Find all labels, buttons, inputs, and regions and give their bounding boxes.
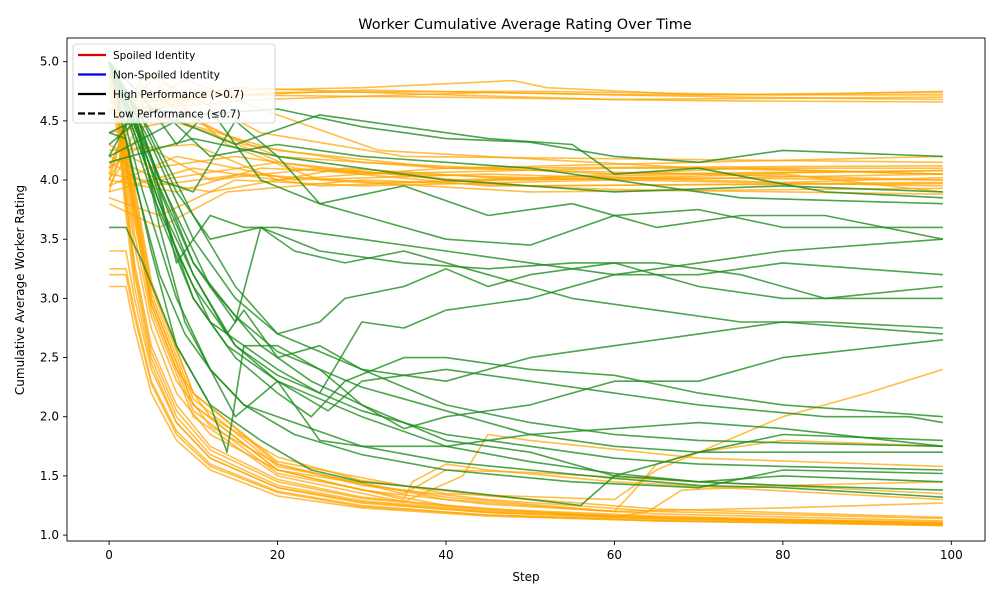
x-tick-label: 80: [775, 548, 790, 562]
x-axis-label: Step: [512, 570, 539, 584]
y-tick-label: 3.0: [40, 291, 59, 305]
series-line-52: [108, 61, 944, 424]
series-line-56: [108, 61, 944, 240]
y-tick-label: 1.0: [40, 528, 59, 542]
legend-box: [72, 43, 276, 124]
legend-label: Low Performance (≤0.7): [113, 109, 241, 121]
legend-label: Spoiled Identity: [113, 50, 195, 62]
y-tick-label: 4.5: [40, 114, 59, 128]
y-tick-label: 4.0: [40, 173, 59, 187]
y-axis-label: Cumulative Average Worker Rating: [13, 185, 27, 395]
y-tick-label: 1.5: [40, 469, 59, 483]
legend-label: Non-Spoiled Identity: [113, 70, 220, 82]
series-line-32: [109, 250, 943, 526]
series-line-47: [108, 61, 943, 276]
legend: Spoiled Identity Non-Spoiled Identity High…: [72, 43, 276, 124]
series-line-55: [108, 61, 943, 246]
x-tick-label: 100: [940, 548, 963, 562]
series-line-58: [108, 61, 943, 448]
series-line-65: [108, 108, 943, 448]
series-line-27: [108, 61, 943, 520]
plot-frame: [66, 37, 986, 542]
y-tick-label: 2.5: [40, 351, 59, 365]
series-line-45: [108, 137, 943, 193]
x-tick-label: 20: [270, 548, 285, 562]
series-line-37: [108, 61, 943, 495]
x-axis-ticks: 0 20 40 60 80 100: [105, 541, 963, 562]
y-axis-ticks: 1.0 1.5 2.0 2.5 3.0 3.5 4.0 4.5 5.0: [40, 55, 67, 542]
series-line-42: [108, 61, 943, 513]
series-line-41: [108, 61, 944, 501]
series-line-46: [108, 108, 943, 205]
series-line-39: [108, 61, 943, 513]
series-line-26: [108, 61, 943, 522]
plot-lines: [108, 61, 944, 527]
series-line-25: [108, 61, 943, 524]
y-tick-label: 2.0: [40, 410, 59, 424]
series-line-44: [108, 114, 943, 199]
x-tick-label: 0: [105, 548, 113, 562]
x-tick-label: 40: [438, 548, 453, 562]
series-line-59: [108, 61, 943, 453]
series-line-54: [108, 61, 943, 430]
series-line-62: [108, 61, 943, 489]
series-line-40: [108, 61, 943, 519]
legend-label: High Performance (>0.7): [113, 89, 244, 101]
series-line-18: [108, 161, 943, 187]
y-tick-label: 3.5: [40, 232, 59, 246]
series-line-48: [108, 61, 943, 300]
series-line-63: [109, 226, 943, 483]
series-line-31: [108, 73, 943, 523]
series-line-64: [108, 131, 943, 507]
series-line-35: [109, 273, 943, 526]
series-line-28: [108, 61, 943, 526]
series-line-14: [108, 167, 943, 193]
series-line-57: [108, 61, 943, 335]
y-tick-label: 5.0: [40, 55, 59, 69]
series-line-17: [108, 167, 943, 193]
series-line-66: [108, 61, 943, 491]
x-tick-label: 60: [607, 548, 622, 562]
series-line-29: [108, 61, 943, 519]
series-line-49: [108, 61, 943, 382]
chart-title: Worker Cumulative Average Rating Over Ti…: [358, 17, 692, 33]
